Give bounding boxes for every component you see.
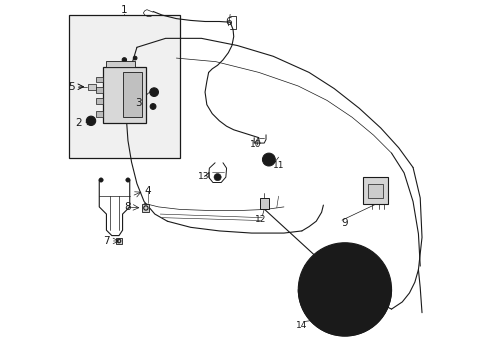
Circle shape	[150, 104, 156, 109]
Text: 10: 10	[249, 140, 261, 149]
Bar	[259, 198, 268, 209]
Text: 8: 8	[124, 202, 131, 212]
Bar	[362, 177, 387, 204]
Text: 5: 5	[68, 82, 75, 92]
Circle shape	[325, 271, 363, 308]
Circle shape	[86, 116, 96, 126]
Text: 1: 1	[121, 5, 127, 15]
Bar	[142, 204, 149, 212]
Circle shape	[262, 153, 275, 166]
Circle shape	[133, 56, 137, 60]
Bar	[96, 111, 102, 117]
Bar	[96, 98, 102, 104]
Circle shape	[298, 243, 391, 336]
Text: 3: 3	[135, 98, 142, 108]
Bar	[88, 84, 96, 90]
Text: 13: 13	[197, 172, 208, 181]
Bar	[69, 15, 180, 158]
Circle shape	[265, 156, 272, 163]
Text: 2: 2	[75, 118, 82, 128]
Text: 14: 14	[296, 321, 307, 330]
Circle shape	[122, 58, 126, 62]
Text: 6: 6	[224, 17, 231, 27]
Bar	[116, 238, 122, 244]
Circle shape	[149, 88, 158, 96]
Circle shape	[214, 174, 221, 181]
Text: 7: 7	[103, 236, 109, 246]
Circle shape	[99, 178, 103, 182]
Bar	[96, 87, 102, 93]
Circle shape	[309, 255, 379, 324]
Bar	[367, 184, 382, 198]
Text: 12: 12	[254, 215, 266, 224]
Circle shape	[125, 178, 130, 182]
Text: 9: 9	[341, 218, 347, 228]
Bar	[122, 72, 142, 117]
Bar	[102, 67, 145, 123]
Bar	[106, 60, 135, 67]
Bar	[96, 77, 102, 82]
Text: 4: 4	[144, 186, 151, 196]
Text: 11: 11	[272, 161, 284, 170]
